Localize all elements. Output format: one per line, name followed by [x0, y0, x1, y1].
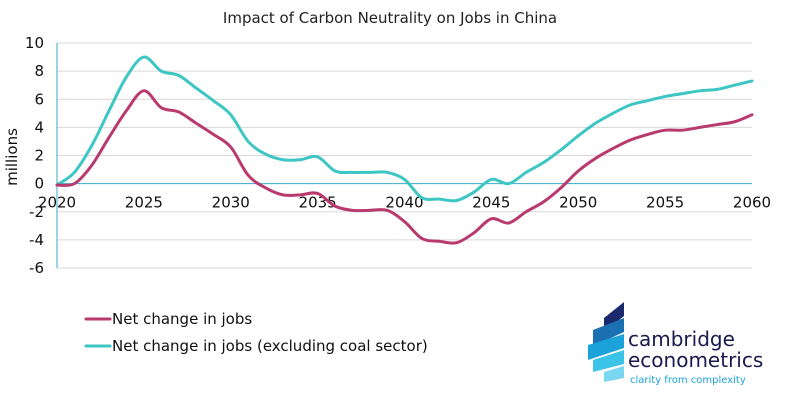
y-tick-label-5: 4 — [34, 118, 44, 136]
y-tick-label-8: 10 — [25, 34, 44, 52]
brand-tagline: clarity from complexity — [630, 375, 746, 386]
x-tick-label-3: 2035 — [299, 194, 337, 212]
brand-logo: cambridge econometrics clarity from comp… — [588, 302, 763, 386]
y-tick-label-7: 8 — [34, 62, 44, 80]
legend: Net change in jobs Net change in jobs (ex… — [84, 310, 428, 355]
tick-labels: -6 -4 -2 0 2 4 6 8 10 2020 2025 2030 2035 2040 2045 205… — [25, 34, 771, 277]
y-tick-label-4: 2 — [34, 147, 44, 165]
gridlines — [57, 42, 752, 269]
x-tick-label-0: 2020 — [38, 194, 76, 212]
series-line-1 — [55, 55, 754, 203]
x-tick-label-2: 2030 — [212, 194, 250, 212]
brand-name-line1: cambridge — [628, 327, 735, 351]
cambridge-econometrics-logo-icon — [588, 302, 624, 382]
x-tick-label-7: 2055 — [646, 194, 684, 212]
y-tick-label-0: -6 — [29, 259, 44, 277]
y-axis-label: millions — [3, 128, 21, 186]
legend-label-1: Net change in jobs (excluding coal secto… — [112, 337, 428, 355]
y-tick-label-6: 6 — [34, 90, 44, 108]
y-tick-label-1: -4 — [29, 231, 44, 249]
y-tick-label-2: -2 — [29, 203, 44, 221]
x-tick-label-4: 2040 — [385, 194, 423, 212]
brand-name-line2: econometrics — [628, 348, 763, 372]
x-tick-label-5: 2045 — [472, 194, 510, 212]
x-tick-label-1: 2025 — [125, 194, 163, 212]
x-tick-label-6: 2050 — [559, 194, 597, 212]
y-tick-label-3: 0 — [34, 175, 44, 193]
x-tick-label-8: 2060 — [733, 194, 771, 212]
chart-title: Impact of Carbon Neutrality on Jobs in C… — [223, 9, 557, 27]
axes — [56, 43, 752, 268]
legend-label-0: Net change in jobs — [112, 310, 252, 328]
series-line-0 — [55, 89, 754, 245]
series-lines — [55, 55, 754, 245]
